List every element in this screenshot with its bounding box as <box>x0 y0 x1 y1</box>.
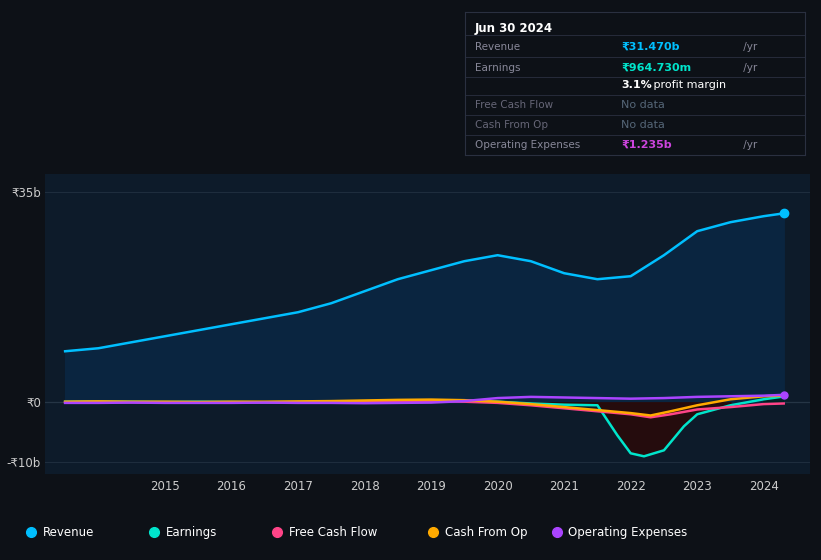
Text: Earnings: Earnings <box>475 63 521 73</box>
Text: Revenue: Revenue <box>475 41 520 52</box>
Text: /yr: /yr <box>740 63 757 73</box>
Text: Revenue: Revenue <box>43 526 94 539</box>
Text: /yr: /yr <box>740 41 757 52</box>
Text: profit margin: profit margin <box>650 80 726 90</box>
Text: ₹1.235b: ₹1.235b <box>621 140 672 150</box>
Text: No data: No data <box>621 100 665 110</box>
Text: Cash From Op: Cash From Op <box>445 526 527 539</box>
Text: Earnings: Earnings <box>166 526 218 539</box>
Text: Cash From Op: Cash From Op <box>475 120 548 130</box>
Text: Free Cash Flow: Free Cash Flow <box>289 526 378 539</box>
Text: Operating Expenses: Operating Expenses <box>475 140 580 150</box>
Text: Operating Expenses: Operating Expenses <box>568 526 687 539</box>
Text: 3.1%: 3.1% <box>621 80 652 90</box>
Text: ₹964.730m: ₹964.730m <box>621 63 691 73</box>
Text: Free Cash Flow: Free Cash Flow <box>475 100 553 110</box>
Text: Jun 30 2024: Jun 30 2024 <box>475 22 553 35</box>
Text: /yr: /yr <box>740 140 757 150</box>
Text: ₹31.470b: ₹31.470b <box>621 41 680 52</box>
Text: No data: No data <box>621 120 665 130</box>
